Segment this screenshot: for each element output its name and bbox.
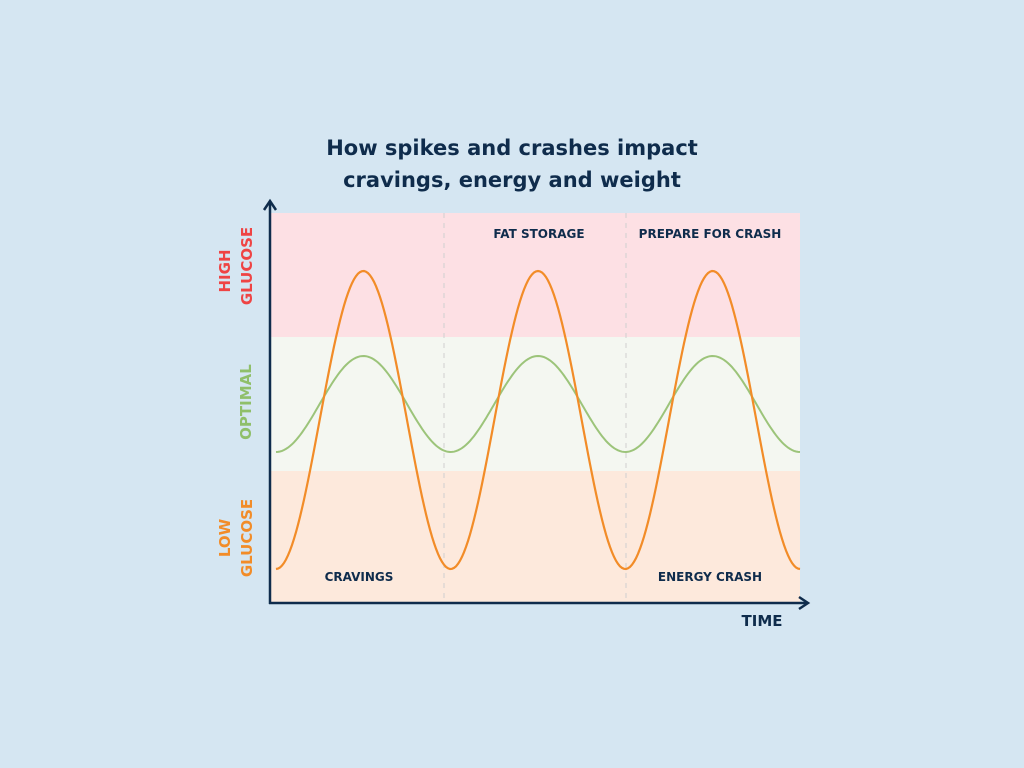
y-axis-arrow (262, 198, 278, 211)
high-glucose-label: GLUCOSE (238, 227, 256, 305)
low-glucose-label: GLUCOSE (238, 499, 256, 577)
high-glucose-band (271, 213, 800, 337)
high-glucose-label: HIGH (216, 249, 234, 292)
optimal-label: OPTIMAL (237, 364, 255, 440)
low-glucose-band (271, 471, 800, 603)
cravings-label: CRAVINGS (325, 570, 394, 584)
optimal-band (271, 337, 800, 471)
x-axis-arrow (798, 595, 811, 611)
spiking-glucose-curve (275, 269, 801, 571)
title-line-2: cravings, energy and weight (343, 168, 681, 192)
energy-crash-label: ENERGY CRASH (658, 570, 762, 584)
low-glucose-label: LOW (216, 518, 234, 557)
diagram-title: How spikes and crashes impact cravings, … (0, 132, 1024, 196)
steady-glucose-curve (275, 354, 801, 454)
prepare-for-crash-label: PREPARE FOR CRASH (639, 227, 782, 241)
fat-storage-label: FAT STORAGE (493, 227, 584, 241)
time-axis-label: TIME (742, 612, 783, 630)
title-line-1: How spikes and crashes impact (326, 136, 698, 160)
